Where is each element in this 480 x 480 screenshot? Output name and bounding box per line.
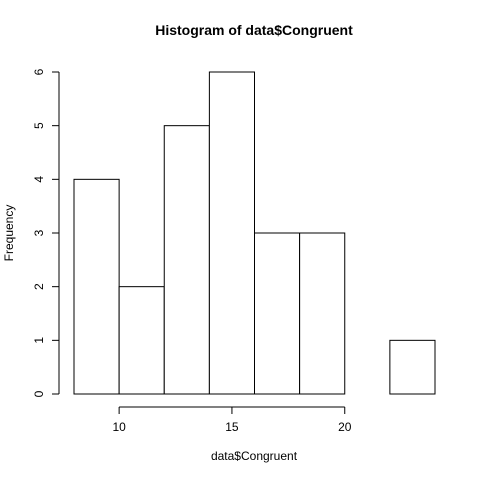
y-tick-label: 0 — [32, 390, 46, 397]
histogram-bar-4 — [208, 71, 255, 395]
y-tick-label: 1 — [32, 337, 46, 344]
y-axis: 0 1 2 3 4 5 6 — [32, 68, 60, 397]
histogram-bar-5 — [254, 232, 301, 395]
y-tick-label: 6 — [32, 68, 46, 75]
y-tick-label: 2 — [32, 283, 46, 290]
x-tick-label: 15 — [225, 420, 239, 434]
histogram-bar-8 — [389, 339, 436, 395]
y-axis-label: Frequency — [2, 205, 16, 262]
y-tick-label: 5 — [32, 122, 46, 129]
y-tick-label: 3 — [32, 229, 46, 236]
x-tick-label: 10 — [112, 420, 126, 434]
histogram-bar-6 — [299, 232, 346, 395]
y-tick-label: 4 — [32, 176, 46, 183]
x-axis: 10 15 20 — [112, 406, 352, 434]
histogram-bar-1 — [73, 178, 120, 395]
x-axis-label: data$Congruent — [211, 449, 298, 463]
bars-group — [73, 71, 436, 395]
chart-title: Histogram of data$Congruent — [155, 22, 353, 38]
histogram-bar-2 — [118, 286, 165, 395]
x-tick-label: 20 — [338, 420, 352, 434]
histogram-bar-3 — [163, 125, 210, 395]
